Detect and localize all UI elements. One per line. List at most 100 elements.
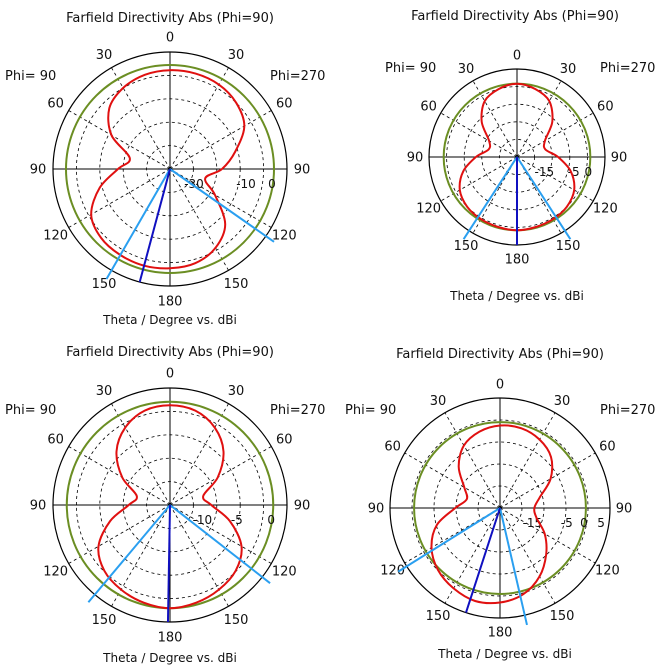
x-axis-label: Theta / Degree vs. dBi (449, 289, 584, 303)
angle-tick-label: 30 (96, 384, 113, 399)
grid-spoke (499, 452, 596, 509)
angle-tick-label: 120 (595, 564, 620, 579)
directivity-pattern (97, 404, 243, 610)
radial-tick-label: -30 (184, 177, 204, 191)
radial-tick-label: -15 (535, 165, 555, 179)
angle-tick-label: 90 (616, 502, 633, 517)
radial-tick-label: -5 (231, 513, 243, 527)
radial-tick-label: -10 (236, 177, 256, 191)
angle-tick-label: 60 (384, 440, 401, 455)
angle-tick-label: 30 (228, 384, 245, 399)
angle-tick-label: 60 (599, 440, 616, 455)
chart-title: Farfield Directivity Abs (Phi=90) (396, 347, 604, 362)
angle-tick-label: 120 (593, 202, 618, 217)
grid-spoke (440, 156, 518, 202)
reference-ring (65, 64, 275, 274)
polar-chart-4: Farfield Directivity Abs (Phi=90) Phi= 9… (345, 347, 655, 661)
grid-spoke (440, 112, 518, 158)
angle-tick-label: 90 (611, 151, 628, 166)
x-axis-label: Theta / Degree vs. dBi (437, 647, 572, 661)
grid-spoke (111, 504, 171, 607)
angle-tick-label: 120 (272, 229, 297, 244)
grid-spoke (169, 67, 229, 170)
beam-width-line (169, 168, 275, 243)
chart-title: Farfield Directivity Abs (Phi=90) (66, 345, 274, 360)
grid-spoke (169, 446, 272, 506)
grid-spoke (169, 168, 272, 228)
grid-spoke (68, 446, 171, 506)
grid-spoke (499, 507, 596, 564)
angle-tick-label: 150 (556, 239, 581, 254)
right-phi-label: Phi=270 (600, 61, 655, 76)
angle-tick-label: 60 (597, 100, 614, 115)
directivity-pattern (90, 69, 246, 270)
grid-spoke (169, 110, 272, 170)
x-axis-label: Theta / Degree vs. dBi (102, 651, 237, 665)
angle-tick-label: 150 (224, 613, 249, 628)
angle-tick-label: 30 (554, 394, 571, 409)
polar-chart-2: Farfield Directivity Abs (Phi=90) Phi= 9… (385, 9, 655, 303)
angle-tick-label: 150 (454, 239, 479, 254)
angle-tick-label: 120 (272, 565, 297, 580)
grid-spoke (169, 403, 229, 506)
angle-tick-label: 90 (294, 163, 311, 178)
radial-tick-label: 5 (597, 516, 605, 530)
grid-spoke (444, 412, 501, 509)
angle-tick-label: 90 (30, 163, 47, 178)
angle-tick-label: 30 (560, 62, 577, 77)
grid-spoke (516, 156, 594, 202)
angle-tick-label: 0 (513, 49, 521, 64)
angle-tick-label: 120 (416, 202, 441, 217)
angle-tick-label: 120 (43, 565, 68, 580)
angle-tick-label: 150 (92, 613, 117, 628)
angle-tick-label: 90 (407, 151, 424, 166)
right-phi-label: Phi=270 (270, 403, 325, 418)
angle-tick-label: 90 (30, 499, 47, 514)
radial-tick-label: 0 (580, 516, 588, 530)
angle-tick-label: 60 (47, 433, 64, 448)
radial-tick-label: -5 (561, 516, 573, 530)
grid-spoke (111, 67, 171, 170)
grid-spoke (516, 112, 594, 158)
radial-tick-label: 0 (585, 165, 593, 179)
angle-tick-label: 180 (158, 631, 183, 646)
grid-spoke (404, 452, 501, 509)
reference-ring (413, 421, 587, 595)
beam-width-line (397, 507, 501, 573)
angle-tick-label: 0 (496, 378, 504, 393)
angle-tick-label: 150 (224, 277, 249, 292)
angle-tick-label: 60 (47, 97, 64, 112)
left-phi-label: Phi= 90 (5, 403, 56, 418)
left-phi-label: Phi= 90 (385, 61, 436, 76)
right-phi-label: Phi=270 (270, 69, 325, 84)
polar-chart-1: Farfield Directivity Abs (Phi=90) Phi= 9… (5, 11, 325, 327)
polar-chart-3: Farfield Directivity Abs (Phi=90) Phi= 9… (5, 345, 325, 665)
beam-width-line (87, 504, 171, 603)
angle-tick-label: 180 (488, 626, 513, 641)
angle-tick-label: 120 (43, 229, 68, 244)
beam-width-line (462, 156, 518, 240)
angle-tick-label: 180 (158, 295, 183, 310)
left-phi-label: Phi= 90 (345, 403, 396, 418)
grid-spoke (169, 504, 272, 564)
grid-spoke (111, 403, 171, 506)
beam-width-line (499, 507, 528, 626)
angle-tick-label: 60 (420, 100, 437, 115)
grid-spoke (444, 507, 501, 604)
grid-spoke (499, 412, 556, 509)
angle-tick-label: 0 (166, 31, 174, 46)
left-phi-label: Phi= 90 (5, 69, 56, 84)
radial-tick-label: -5 (568, 165, 580, 179)
grid-spoke (499, 507, 556, 604)
radial-tick-label: 0 (268, 177, 276, 191)
angle-tick-label: 0 (166, 367, 174, 382)
angle-tick-label: 30 (430, 394, 447, 409)
grid-spoke (169, 168, 229, 271)
main-lobe-line (138, 168, 171, 283)
main-lobe-line (465, 507, 501, 613)
right-phi-label: Phi=270 (600, 403, 655, 418)
grid-spoke (68, 504, 171, 564)
angle-tick-label: 150 (550, 609, 575, 624)
angle-tick-label: 30 (228, 48, 245, 63)
beam-width-line (105, 168, 171, 280)
